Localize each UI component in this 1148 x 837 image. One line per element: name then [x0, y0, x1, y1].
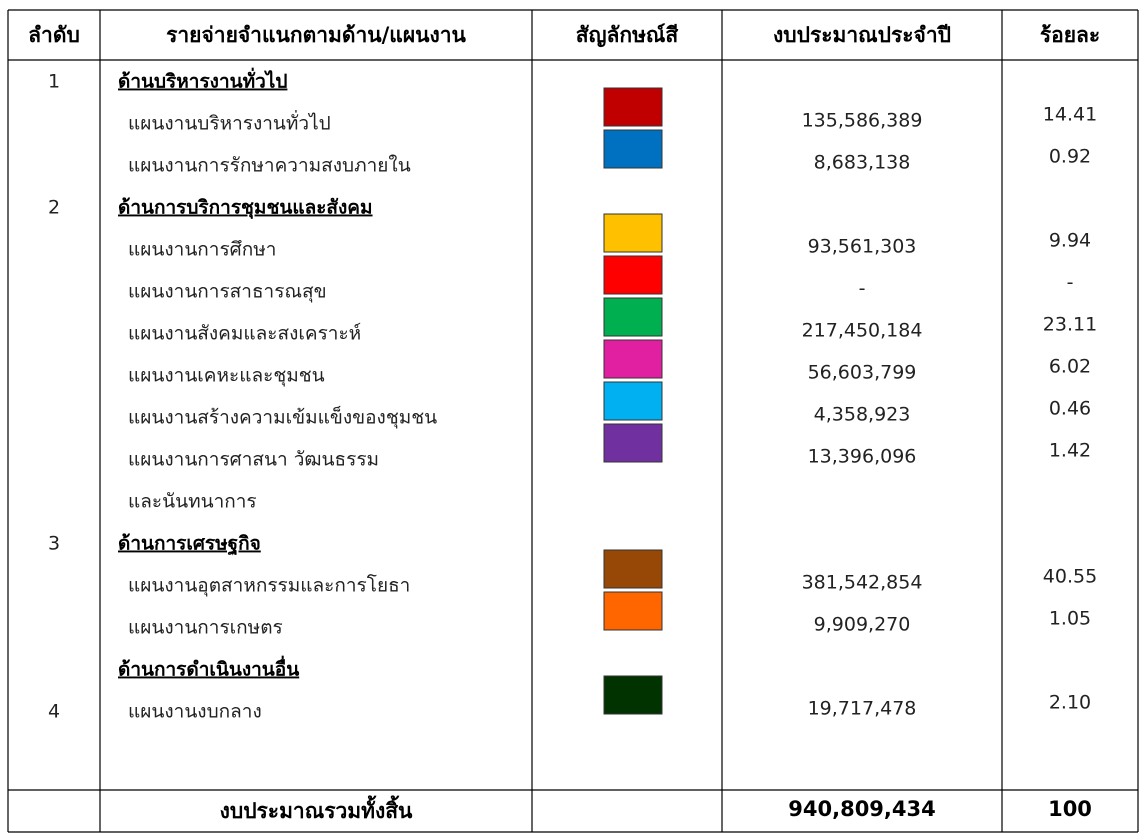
- color-swatch: [603, 423, 663, 463]
- percent: 23.11: [1043, 314, 1097, 336]
- plan-name: แผนงานอุตสาหกรรมและการโยธา: [128, 574, 410, 598]
- percent: 0.92: [1049, 146, 1091, 168]
- column-header: สัญลักษณ์สี: [576, 23, 679, 48]
- column-header: รายจ่ายจำแนกตามด้าน/แผนงาน: [166, 23, 466, 47]
- budget: 8,683,138: [814, 152, 911, 174]
- percent: 0.46: [1049, 398, 1091, 420]
- plan-name: แผนงานเคหะและชุมชน: [128, 365, 325, 388]
- section-number: 2: [48, 197, 60, 219]
- plan-name: แผนงานบริหารงานทั่วไป: [128, 110, 331, 135]
- percent: 1.05: [1049, 608, 1091, 630]
- percent: -: [1067, 272, 1074, 294]
- plan-name: แผนงานงบกลาง: [128, 701, 262, 723]
- color-swatch: [603, 129, 663, 169]
- budget: 13,396,096: [808, 446, 917, 468]
- section-number: 4: [48, 701, 60, 723]
- plan-name: แผนงานการเกษตร: [128, 617, 283, 639]
- plan-name: และนันทนาการ: [128, 491, 257, 513]
- percent: 40.55: [1043, 566, 1097, 588]
- section-number: 3: [48, 533, 60, 555]
- budget: 4,358,923: [814, 404, 911, 426]
- section-title: ด้านการดำเนินงานอื่น: [118, 656, 299, 681]
- color-swatch: [603, 549, 663, 589]
- column-header: งบประมาณประจำปี: [773, 23, 951, 47]
- plan-name: แผนงานการศาสนา วัฒนธรรม: [128, 449, 379, 471]
- percent: 9.94: [1049, 230, 1091, 252]
- budget: 217,450,184: [802, 320, 923, 342]
- percent: 1.42: [1049, 440, 1091, 462]
- column-header: ร้อยละ: [1040, 23, 1100, 47]
- plan-name: แผนงานสังคมและสงเคราะห์: [128, 323, 361, 345]
- color-swatch: [603, 297, 663, 337]
- section-title: ด้านการเศรษฐกิจ: [118, 533, 261, 557]
- color-swatch: [603, 339, 663, 379]
- total-budget: 940,809,434: [788, 797, 935, 821]
- plan-name: แผนงานการรักษาความสงบภายใน: [128, 155, 411, 177]
- percent: 2.10: [1049, 692, 1091, 714]
- section-title: ด้านการบริการชุมชนและสังคม: [118, 197, 373, 220]
- total-percent: 100: [1048, 797, 1092, 821]
- budget: 93,561,303: [808, 236, 917, 258]
- color-swatch: [603, 255, 663, 295]
- column-header: ลำดับ: [28, 23, 80, 47]
- plan-name: แผนงานการศึกษา: [128, 239, 276, 261]
- section-number: 1: [48, 71, 60, 93]
- budget: 9,909,270: [814, 614, 911, 636]
- budget: 381,542,854: [802, 572, 923, 594]
- budget: 135,586,389: [802, 110, 923, 132]
- plan-name: แผนงานการสาธารณสุข: [128, 281, 327, 304]
- percent: 14.41: [1043, 104, 1097, 126]
- color-swatch: [603, 675, 663, 715]
- color-swatch: [603, 213, 663, 253]
- plan-name: แผนงานสร้างความเข้มแข็งของชุมชน: [128, 405, 437, 430]
- color-swatch: [603, 591, 663, 631]
- color-swatch: [603, 381, 663, 421]
- budget: 56,603,799: [808, 362, 917, 384]
- section-title: ด้านบริหารงานทั่วไป: [118, 68, 287, 93]
- budget: -: [859, 278, 866, 300]
- total-label: งบประมาณรวมทั้งสิ้น: [220, 795, 413, 823]
- percent: 6.02: [1049, 356, 1091, 378]
- table-lines: [7, 9, 1139, 833]
- budget: 19,717,478: [808, 698, 917, 720]
- color-swatch: [603, 87, 663, 127]
